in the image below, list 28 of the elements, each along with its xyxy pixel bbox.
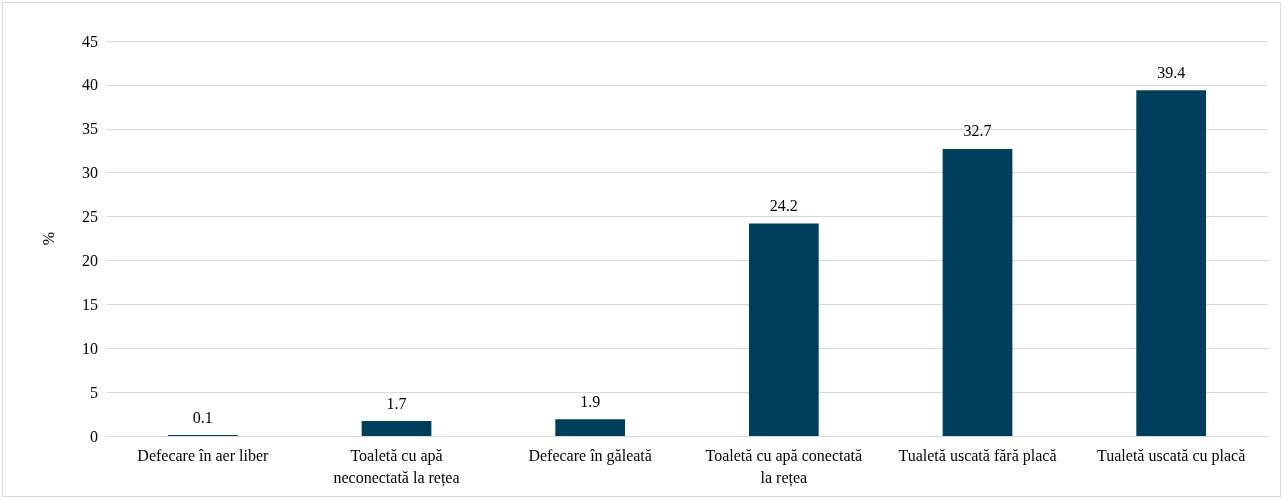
data-label: 39.4 — [1157, 63, 1186, 81]
x-tick-label: Defecare în găleată — [528, 446, 652, 465]
bar — [1136, 90, 1207, 436]
bar — [555, 419, 626, 436]
y-tick-label: 35 — [82, 120, 98, 138]
y-tick-label: 10 — [82, 339, 98, 357]
y-axis-title: % — [39, 231, 57, 246]
y-tick-label: 0 — [90, 427, 98, 445]
y-tick-label: 30 — [82, 164, 98, 182]
y-tick-label: 25 — [82, 208, 98, 226]
bar — [748, 223, 819, 436]
data-label: 0.1 — [192, 408, 213, 426]
bar — [942, 148, 1013, 436]
bar — [361, 421, 432, 436]
y-tick-label: 15 — [82, 295, 98, 313]
data-label: 1.7 — [386, 394, 407, 412]
data-label: 1.9 — [580, 392, 601, 410]
x-tick-label: Toaletă cu apă conectată la rețea — [705, 446, 863, 487]
x-tick-label: Defecare în aer liber — [137, 446, 270, 464]
x-tick-label: Tualetă uscată fără placă — [898, 446, 1057, 465]
y-tick-label: 45 — [82, 32, 98, 50]
y-tick-label: 20 — [82, 251, 98, 269]
x-tick-label: Toaletă cu apă neconectată la rețea — [333, 446, 460, 487]
data-label: 24.2 — [769, 197, 798, 215]
y-tick-label: 5 — [90, 383, 98, 401]
x-tick-label: Tualetă uscată cu placă — [1097, 446, 1246, 465]
y-tick-label: 40 — [82, 76, 98, 94]
data-label: 32.7 — [963, 122, 992, 140]
